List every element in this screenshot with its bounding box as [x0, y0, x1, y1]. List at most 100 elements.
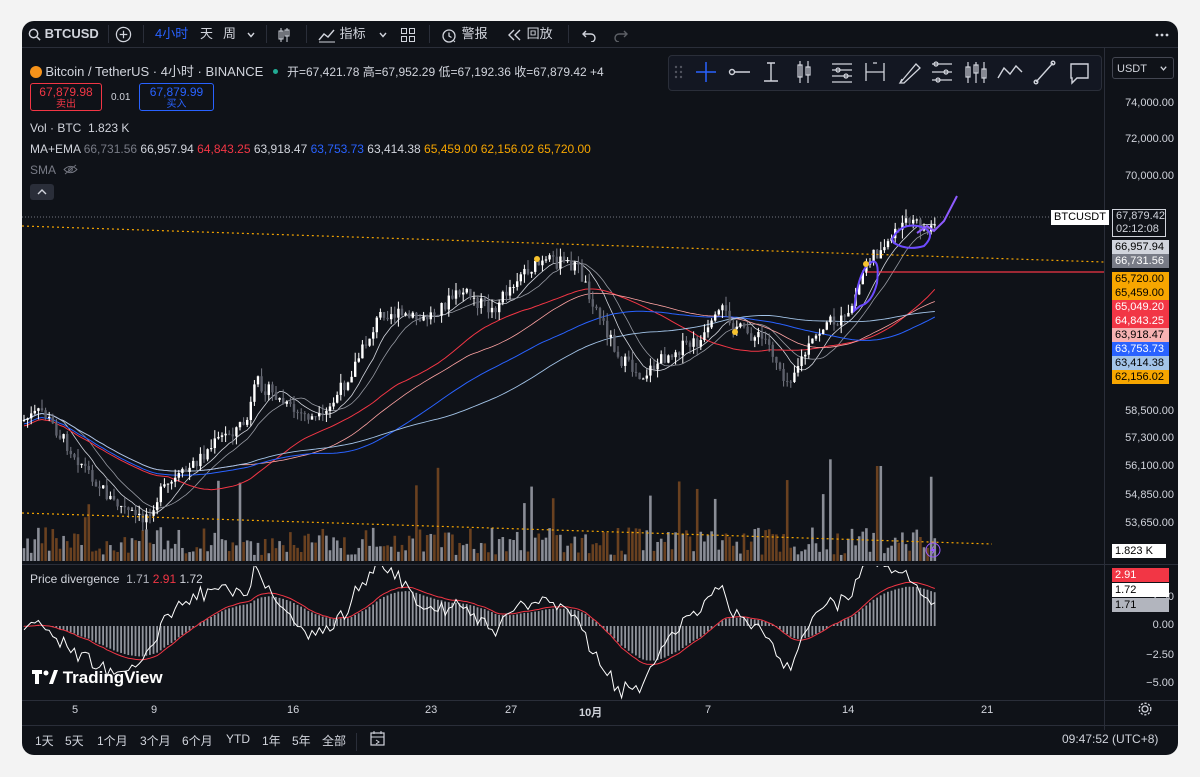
- osc-histogram-bar: [77, 626, 79, 636]
- volume-bar: [343, 537, 346, 561]
- ma-value: 66,731.56: [83, 142, 138, 156]
- osc-histogram-bar: [120, 626, 122, 653]
- candle-body: [580, 264, 584, 282]
- candle-body: [548, 255, 551, 260]
- osc-histogram-bar: [401, 591, 403, 626]
- range-ytd[interactable]: YTD: [226, 732, 250, 746]
- path-tool-icon[interactable]: [997, 64, 1023, 79]
- symbol-search-button[interactable]: BTCUSD: [28, 21, 99, 47]
- osc-histogram-bar: [282, 598, 284, 626]
- candlestick-tool-icon[interactable]: [797, 61, 811, 83]
- fib-retracement-tool-icon[interactable]: [832, 63, 852, 83]
- candle-body: [523, 268, 526, 275]
- measure-tool-icon[interactable]: [965, 62, 987, 83]
- redo-button[interactable]: [614, 21, 630, 47]
- buy-button[interactable]: 67,879.99 买入: [139, 83, 214, 111]
- candle-body: [724, 305, 728, 311]
- range-5d[interactable]: 5天: [65, 734, 84, 748]
- sma-legend[interactable]: SMA: [30, 163, 78, 177]
- more-menu-button[interactable]: [1155, 21, 1169, 47]
- go-to-date-button[interactable]: [369, 730, 387, 751]
- volume-bar: [659, 538, 663, 561]
- add-symbol-button[interactable]: [115, 21, 132, 47]
- price-tag: 62,156.02: [1112, 370, 1169, 384]
- osc-histogram-bar: [368, 606, 371, 626]
- crosshair-tool-icon[interactable]: [696, 62, 716, 82]
- symbol-title[interactable]: Bitcoin / TetherUS · 4小时 · BINANCE: [45, 64, 264, 79]
- candle-body: [44, 410, 47, 419]
- undo-icon: [582, 30, 596, 42]
- layouts-button[interactable]: [400, 21, 416, 47]
- trend-line-tool-icon[interactable]: [1033, 60, 1056, 85]
- sell-button[interactable]: 67,879.98 卖出: [30, 83, 102, 111]
- ma-value: 64,843.25: [193, 142, 251, 156]
- volume-bar: [69, 547, 73, 561]
- osc-histogram-bar: [231, 607, 234, 626]
- osc-histogram-bar: [221, 611, 223, 626]
- interval-1w[interactable]: 周: [223, 26, 237, 41]
- candle-body: [620, 356, 623, 366]
- range-1y[interactable]: 1年: [262, 734, 281, 748]
- currency-select[interactable]: USDT: [1112, 57, 1174, 79]
- indicators-dropdown[interactable]: [378, 21, 388, 47]
- eye-hidden-icon[interactable]: [63, 164, 78, 175]
- price-axis-label: 54,850.00: [1125, 489, 1174, 501]
- volume-bar: [65, 541, 69, 561]
- candle-body: [282, 397, 285, 404]
- osc-histogram-bar: [703, 626, 706, 635]
- interval-dropdown[interactable]: [246, 21, 256, 47]
- candle-body: [703, 332, 706, 341]
- candle-body: [102, 485, 105, 489]
- range-5y[interactable]: 5年: [292, 734, 311, 748]
- drag-handle-icon[interactable]: [674, 65, 683, 79]
- alert-button[interactable]: 警报: [440, 21, 488, 47]
- tradingview-logo[interactable]: TradingView: [32, 668, 163, 688]
- chart-type-button[interactable]: [276, 21, 292, 47]
- volume-bar: [227, 551, 231, 561]
- collapse-legend-button[interactable]: [30, 184, 54, 200]
- volume-bar: [202, 528, 206, 561]
- pane-divider[interactable]: [22, 564, 1178, 565]
- date-range-tool-icon[interactable]: [865, 62, 885, 81]
- osc-histogram-bar: [314, 614, 317, 626]
- vertical-line-tool-icon[interactable]: [764, 62, 778, 82]
- interval-1d[interactable]: 天: [200, 26, 214, 41]
- interval-4h[interactable]: 4小时: [155, 26, 189, 41]
- osc-histogram-bar: [275, 597, 277, 626]
- range-1d[interactable]: 1天: [35, 734, 54, 748]
- chart-settings-button[interactable]: [1138, 702, 1152, 719]
- volume-legend[interactable]: Vol · BTC 1.823 K: [30, 121, 130, 135]
- osc-histogram-bar: [912, 586, 914, 626]
- osc-histogram-bar: [566, 608, 569, 626]
- candle-body: [177, 473, 180, 478]
- osc-histogram-bar: [278, 597, 281, 626]
- volume-bar: [865, 528, 868, 561]
- undo-button[interactable]: [580, 21, 596, 47]
- oscillator-legend[interactable]: Price divergence 1.71 2.91 1.72: [30, 572, 203, 586]
- osc-histogram-bar: [739, 617, 742, 626]
- symbol-price-label: BTCUSDT: [1051, 210, 1109, 225]
- volume-bar: [80, 544, 83, 561]
- price-chart[interactable]: [22, 21, 1178, 755]
- clock-timezone[interactable]: 09:47:52 (UTC+8): [1062, 732, 1159, 746]
- candle-body: [746, 326, 749, 334]
- range-3m[interactable]: 3个月: [140, 734, 171, 748]
- ma-ema-legend[interactable]: MA+EMA 66,731.56 66,957.94 64,843.25 63,…: [30, 142, 591, 156]
- indicators-button[interactable]: 指标: [318, 21, 366, 47]
- volume-bar: [771, 534, 775, 561]
- comment-tool-icon[interactable]: [1070, 63, 1089, 85]
- osc-histogram-bar: [185, 626, 187, 633]
- osc-histogram-bar: [84, 626, 86, 638]
- range-1m[interactable]: 1个月: [97, 734, 128, 748]
- volume-bar: [87, 504, 91, 561]
- horizontal-ray-tool-icon[interactable]: [728, 68, 751, 76]
- replay-button[interactable]: 回放: [507, 21, 553, 47]
- brush-tool-icon[interactable]: [898, 63, 921, 84]
- osc-histogram-bar: [87, 626, 90, 639]
- range-all[interactable]: 全部: [322, 734, 347, 748]
- pitchfork-tool-icon[interactable]: [932, 61, 952, 83]
- price-axis-border: [1104, 47, 1105, 730]
- volume-bar: [447, 532, 451, 561]
- candle-body: [314, 416, 317, 418]
- range-6m[interactable]: 6个月: [182, 734, 213, 748]
